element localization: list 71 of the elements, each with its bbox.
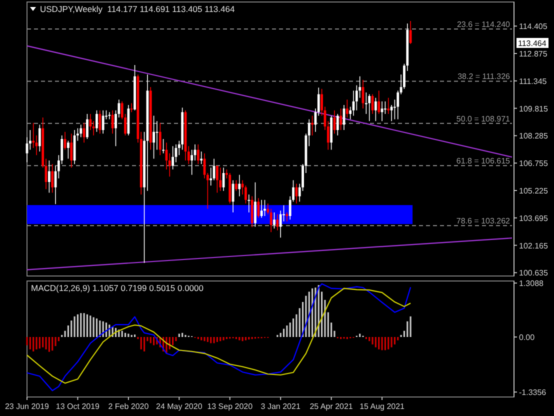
candlestick — [219, 167, 222, 192]
candlestick — [172, 146, 174, 170]
candlestick — [260, 199, 263, 218]
candlestick — [346, 99, 348, 118]
x-tick-label: 3 Jan 2021 — [260, 402, 301, 411]
candlestick — [384, 100, 386, 114]
ref-line-label: 61.8 = 106.615 — [456, 156, 511, 166]
candlestick — [235, 180, 238, 192]
candlestick — [86, 114, 88, 140]
candlestick — [409, 20, 412, 44]
candlestick — [98, 110, 102, 134]
ref-line-label: 78.6 = 103.262 — [456, 216, 511, 226]
x-tick-label: 23 Jun 2019 — [4, 402, 50, 411]
y-tick-label: 0.00 — [519, 333, 536, 342]
candlestick — [80, 124, 82, 138]
y-tick-label: 105.225 — [519, 186, 548, 196]
candlestick — [70, 133, 73, 168]
chart-title: MACD(12,26,9) 1.1057 0.7199 0.5015 0.0000 — [31, 283, 204, 293]
candlestick — [111, 110, 114, 134]
candlestick — [286, 212, 288, 222]
candlestick — [250, 196, 254, 228]
ref-line-label: 38.2 = 111.326 — [458, 72, 511, 82]
y-tick-label: 1.3088 — [519, 279, 544, 288]
candlestick — [340, 108, 342, 130]
candlestick — [67, 140, 70, 160]
candlestick — [162, 138, 165, 154]
candlestick — [368, 94, 371, 122]
candlestick — [196, 144, 200, 164]
x-tick-label: 24 May 2020 — [156, 402, 203, 411]
candlestick — [257, 198, 260, 218]
candlestick — [48, 160, 50, 194]
x-tick-label: 15 Aug 2021 — [360, 402, 406, 411]
text: 113.464 — [518, 38, 547, 48]
x-tick-label: 13 Sep 2020 — [207, 402, 254, 411]
chart-title: USDJPY,Weekly 114.177 114.691 113.405 113.464 — [40, 4, 235, 14]
y-tick-label: 100.635 — [519, 268, 548, 278]
candlestick — [216, 165, 218, 194]
y-tick-label: 103.695 — [519, 214, 548, 223]
y-tick-label: 109.815 — [519, 104, 548, 114]
y-tick-label: 106.755 — [519, 159, 548, 168]
y-tick-label: 114.405 — [519, 22, 548, 32]
x-tick-label: 13 Oct 2019 — [56, 402, 100, 411]
candlestick — [254, 182, 256, 228]
x-tick-label: 25 Apr 2021 — [310, 402, 354, 411]
candlestick — [273, 212, 276, 229]
ref-line-label: 50.0 = 108.971 — [456, 114, 511, 124]
candlestick — [51, 164, 54, 194]
y-tick-label: -1.3356 — [519, 388, 547, 398]
candlestick — [102, 110, 104, 134]
candlestick — [374, 97, 377, 122]
candlestick — [108, 112, 111, 120]
candlestick — [248, 194, 250, 213]
candlestick — [336, 114, 339, 136]
y-tick-label: 102.165 — [519, 241, 548, 250]
candlestick — [82, 122, 86, 143]
candlestick — [200, 151, 203, 164]
candlestick — [387, 97, 390, 114]
y-tick-label: 111.345 — [519, 76, 548, 86]
candlestick — [96, 110, 98, 132]
candlestick — [130, 102, 133, 113]
candlestick — [38, 124, 41, 152]
ref-line-label: 23.6 = 114.240 — [456, 20, 511, 30]
candlestick — [276, 214, 279, 231]
candlestick — [295, 183, 298, 204]
candlestick — [152, 115, 155, 160]
candlestick — [378, 90, 380, 114]
candlestick — [158, 122, 162, 156]
y-tick-label: 112.875 — [519, 49, 548, 58]
candlestick — [238, 174, 241, 197]
x-tick-label: 2 Feb 2020 — [108, 402, 150, 411]
y-tick-label: 108.285 — [519, 132, 548, 141]
